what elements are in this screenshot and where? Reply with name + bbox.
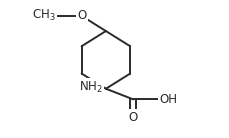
Text: O: O <box>128 111 137 124</box>
Text: O: O <box>77 9 86 22</box>
Text: OH: OH <box>158 93 176 106</box>
Text: NH$_2$: NH$_2$ <box>79 80 102 95</box>
Text: CH$_3$: CH$_3$ <box>32 8 56 23</box>
